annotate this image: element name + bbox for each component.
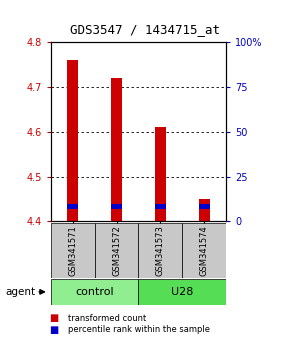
Text: U28: U28 [171,287,193,297]
Bar [111,204,122,209]
Text: ■: ■ [49,325,59,335]
Bar [67,204,78,209]
Text: ■: ■ [49,313,59,323]
Text: GSM341572: GSM341572 [112,225,121,276]
Text: GDS3547 / 1434715_at: GDS3547 / 1434715_at [70,23,220,36]
Bar [155,204,166,209]
Text: percentile rank within the sample: percentile rank within the sample [68,325,210,335]
Bar [199,204,210,209]
Text: transformed count: transformed count [68,314,146,323]
Bar [51,279,139,305]
Text: control: control [75,287,114,297]
Bar [155,127,166,221]
Bar [67,61,78,221]
Bar [139,279,226,305]
Bar [95,223,139,278]
Text: GSM341571: GSM341571 [68,225,77,276]
Text: GSM341574: GSM341574 [200,225,209,276]
Bar [51,223,95,278]
Bar [182,223,226,278]
Bar [199,199,210,221]
Text: agent: agent [6,287,36,297]
Text: GSM341573: GSM341573 [156,225,165,276]
Bar [111,78,122,221]
Bar [139,223,182,278]
